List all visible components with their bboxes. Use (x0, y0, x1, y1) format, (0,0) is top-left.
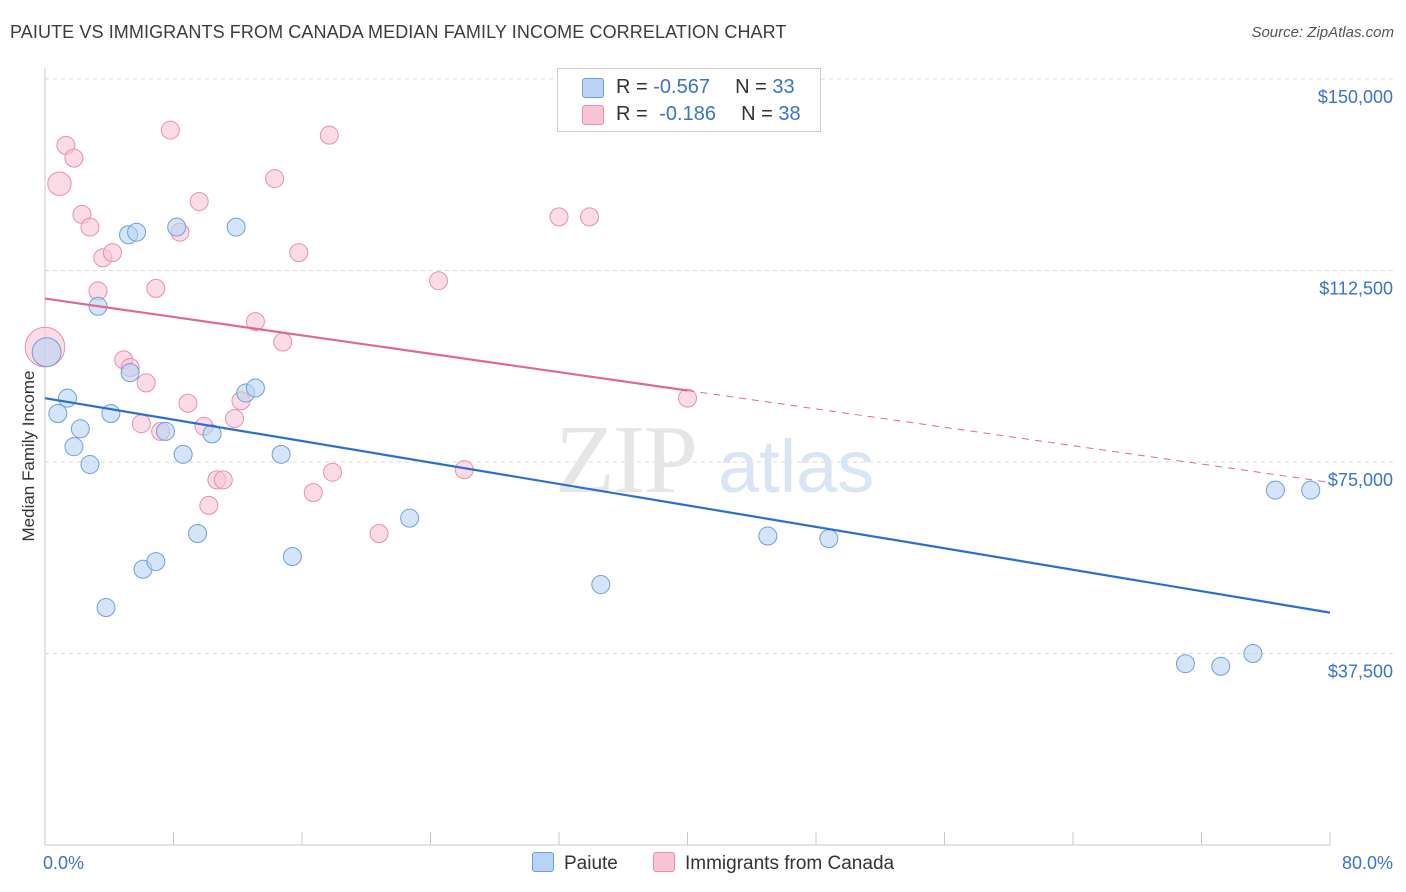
legend-r-value-paiute: -0.567 (653, 76, 710, 98)
gridlines (45, 78, 1394, 654)
paiute-point (758, 526, 778, 546)
paiute-point (70, 419, 90, 439)
bottom-legend-label-paiute: Paiute (564, 853, 618, 874)
chart-title: PAIUTE VS IMMIGRANTS FROM CANADA MEDIAN … (10, 22, 787, 42)
watermark-atlas: atlas (718, 425, 874, 508)
legend-n-label: N = (735, 76, 767, 98)
paiute-point (188, 523, 208, 543)
canada-point (319, 125, 339, 145)
canada-point (265, 169, 285, 189)
canada-point (580, 207, 600, 227)
correlation-legend: R = -0.567 N = 33 R = -0.186 N = 38 (557, 68, 821, 132)
bottom-legend-canada: Immigrants from Canada (653, 852, 894, 875)
y-tick-label: $75,000 (1328, 470, 1393, 490)
paiute-point (80, 455, 100, 475)
axes (44, 68, 1331, 846)
canada-point (289, 243, 309, 263)
y-tick-label: $112,500 (1319, 279, 1393, 299)
source-credit: Source: ZipAtlas.com (1251, 24, 1394, 41)
trend-line-paiute (44, 397, 1331, 614)
canada-point (678, 388, 697, 408)
x-tick-label-min: 0.0% (43, 853, 84, 873)
paiute-point (64, 437, 84, 457)
canada-point (136, 373, 156, 393)
canada-point (178, 393, 198, 413)
paiute-point (271, 444, 291, 464)
watermark: ZIP atlas (555, 406, 874, 514)
canada-point (213, 470, 233, 490)
paiute-point (1265, 480, 1285, 500)
canada-point (245, 312, 265, 332)
canada-point (160, 120, 180, 140)
legend-r-label: R = (616, 76, 648, 98)
paiute-point (96, 598, 116, 618)
canada-point (64, 148, 84, 168)
paiute-point (120, 363, 140, 383)
paiute-point (167, 217, 187, 237)
trend-line-canada-extension (687, 390, 1331, 483)
paiute-point (1243, 644, 1263, 663)
canada-point (146, 278, 166, 298)
series-paiute (31, 217, 1321, 676)
paiute-point (31, 337, 62, 368)
paiute-point (127, 222, 147, 242)
bottom-legend-swatch-paiute (532, 852, 554, 872)
bottom-legend-label-canada: Immigrants from Canada (685, 853, 895, 874)
legend-r-value-canada: -0.186 (659, 103, 716, 125)
x-tick-label-max: 80.0% (1342, 853, 1393, 873)
canada-point (189, 192, 209, 212)
y-tick-labels: $37,500 $75,000 $112,500 $150,000 (1318, 87, 1393, 682)
legend-n-value-paiute: 33 (772, 76, 795, 98)
canada-point (303, 483, 323, 503)
trend-line-canada (44, 297, 688, 392)
trend-lines (44, 297, 1331, 614)
paiute-point (282, 546, 302, 566)
y-axis-label: Median Family Income (19, 370, 38, 541)
paiute-point (155, 421, 175, 441)
bottom-legend-swatch-canada (653, 852, 675, 872)
paiute-point (1175, 654, 1195, 674)
canada-point (369, 523, 389, 543)
canada-point (273, 332, 293, 352)
y-tick-label: $150,000 (1318, 87, 1393, 107)
canada-point (323, 462, 343, 482)
paiute-point (819, 529, 839, 549)
canada-point (80, 217, 100, 237)
canada-point (102, 243, 122, 263)
paiute-point (48, 403, 68, 423)
watermark-zip: ZIP (555, 406, 696, 514)
paiute-point (57, 388, 77, 408)
paiute-point (591, 575, 611, 595)
canada-point (549, 207, 569, 227)
legend-swatch-canada (582, 105, 604, 125)
y-tick-label: $37,500 (1328, 662, 1393, 682)
legend-swatch-paiute (582, 78, 604, 98)
legend-n-value-canada: 38 (778, 103, 801, 125)
legend-r-label: R = (616, 103, 648, 125)
canada-point (429, 271, 449, 291)
paiute-point (1301, 480, 1321, 500)
legend-n-label: N = (741, 103, 773, 125)
canada-point (131, 414, 151, 434)
paiute-point (400, 508, 420, 528)
paiute-point (226, 217, 246, 237)
paiute-point (202, 424, 222, 444)
paiute-point (173, 444, 193, 464)
canada-point (47, 171, 72, 196)
bottom-legend-paiute: Paiute (532, 852, 618, 875)
canada-point (225, 409, 245, 429)
paiute-point (245, 378, 265, 398)
canada-point (199, 495, 219, 515)
paiute-point (146, 552, 166, 572)
paiute-point (1211, 656, 1231, 676)
